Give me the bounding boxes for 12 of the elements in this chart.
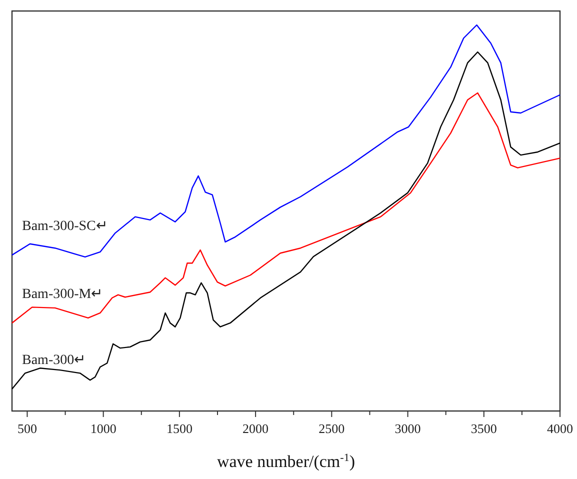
- x-tick-label: 500: [17, 421, 37, 436]
- x-tick-label: 1000: [90, 421, 116, 436]
- x-tick-label: 2500: [318, 421, 345, 436]
- x-tick-label: 3500: [470, 421, 497, 436]
- series-label: Bam-300-M↵: [22, 286, 104, 302]
- x-tick-label: 3000: [394, 421, 421, 436]
- x-axis-title: wave number/(cm$^{-1}$): [216, 452, 356, 471]
- x-tick-label: 1500: [166, 421, 192, 436]
- series-label: Bam-300-SC↵: [22, 219, 108, 234]
- series-label: Bam-300↵: [22, 353, 86, 368]
- x-tick-label: 2000: [242, 421, 269, 436]
- x-tick-label: 4000: [547, 421, 573, 436]
